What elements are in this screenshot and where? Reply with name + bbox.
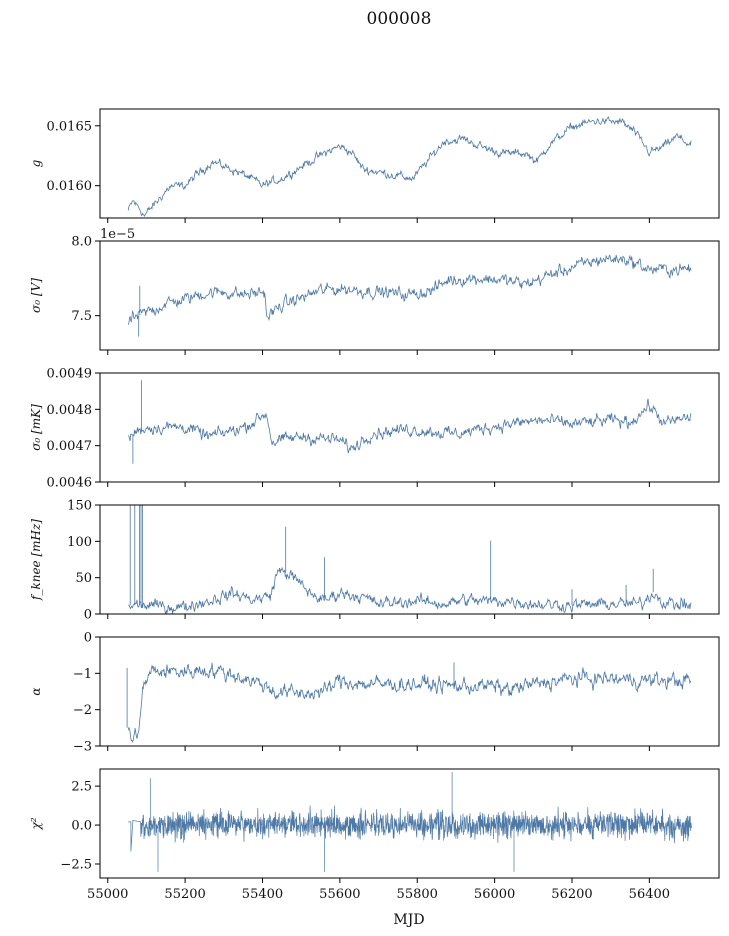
y-tick-label: 0.0046 <box>47 476 93 491</box>
y-tick-label: 0.0 <box>71 819 92 834</box>
figure-title: 000008 <box>367 9 432 29</box>
y-tick-label: −3 <box>73 740 92 755</box>
chart-panel-4: 0 50 100 150 f_knee [mHz] <box>29 499 720 623</box>
y-offset-text: 1e−5 <box>100 227 135 242</box>
y-tick-label: 0.0165 <box>47 119 93 134</box>
x-axis-label: MJD <box>393 912 424 928</box>
axes-frame <box>99 240 720 351</box>
x-tick-label: 56200 <box>551 887 592 902</box>
chart-panel-2: 7.5 8.0 1e−5 σ₀ [V] <box>29 227 720 355</box>
x-tick-label: 55000 <box>87 887 128 902</box>
y-tick-label: 0 <box>84 608 92 623</box>
chart-panel-3: 0.0046 0.0047 0.0048 0.0049 σ₀ [mK] <box>29 367 720 491</box>
y-axis-label: σ₀ [mK] <box>29 404 43 451</box>
y-tick-label: 7.5 <box>71 309 92 324</box>
series-line <box>126 662 692 744</box>
series-line <box>127 116 692 217</box>
chart-panel-5: −3 −2 −1 0 α <box>29 631 720 755</box>
chart-panel-6: 55000 55200 55400 55600 55800 56000 56200 56400… <box>29 768 720 902</box>
series-line <box>127 380 692 464</box>
y-axis-label: g <box>29 159 43 167</box>
y-tick-label: 0.0160 <box>47 179 93 194</box>
axes-frame <box>99 636 720 747</box>
x-tick-label: 55200 <box>164 887 205 902</box>
y-tick-label: 0.0048 <box>47 403 93 418</box>
y-axis-label: α <box>29 687 43 695</box>
y-axis-label: σ₀ [V] <box>29 278 43 313</box>
x-tick-label: 56000 <box>474 887 515 902</box>
y-tick-label: 150 <box>67 499 92 514</box>
y-tick-label: −2.5 <box>60 857 92 872</box>
series-line <box>127 254 692 337</box>
x-tick-label: 56400 <box>629 887 670 902</box>
x-tick-label: 55400 <box>242 887 283 902</box>
y-axis-label: χ² <box>29 817 43 830</box>
y-tick-label: 50 <box>75 571 92 586</box>
axes-frame <box>99 504 720 615</box>
chart-panel-1: 0.0160 0.0165 g <box>29 108 720 223</box>
series-line <box>128 772 692 872</box>
y-tick-label: 0.0047 <box>47 439 93 454</box>
x-tick-label: 55600 <box>319 887 360 902</box>
y-axis-label: f_knee [mHz] <box>29 519 43 601</box>
y-tick-label: 8.0 <box>71 235 92 250</box>
x-tick-label: 55800 <box>397 887 438 902</box>
series-line <box>128 505 692 614</box>
axes-frame <box>99 108 720 219</box>
y-tick-label: 100 <box>67 535 92 550</box>
axes-frame <box>99 768 720 879</box>
y-tick-label: −1 <box>73 667 92 682</box>
y-tick-label: −2 <box>73 703 92 718</box>
axes-frame <box>99 372 720 483</box>
y-tick-label: 2.5 <box>71 780 92 795</box>
y-tick-label: 0.0049 <box>47 367 93 382</box>
y-tick-label: 0 <box>84 631 92 646</box>
